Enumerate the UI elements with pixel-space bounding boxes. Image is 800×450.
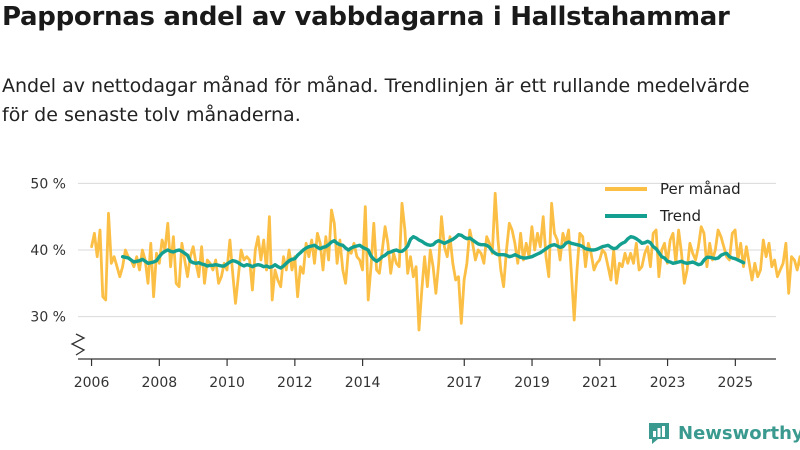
x-tick-label: 2010 xyxy=(209,375,245,391)
brand-logo: Newsworthy xyxy=(646,420,800,446)
x-tick-label: 2008 xyxy=(142,375,178,391)
page-subtitle: Andel av nettodagar månad för månad. Tre… xyxy=(2,75,750,126)
legend-label: Trend xyxy=(659,207,701,225)
y-tick-label: 30 % xyxy=(30,310,66,326)
x-tick-label: 2006 xyxy=(74,375,110,391)
legend-label: Per månad xyxy=(660,180,741,198)
x-tick-label: 2014 xyxy=(345,375,381,391)
series-line-trend xyxy=(120,232,746,270)
x-tick-label: 2012 xyxy=(277,375,313,391)
brand-name: Newsworthy xyxy=(678,422,800,444)
newsworthy-logo-icon xyxy=(649,423,669,444)
x-tick-label: 2023 xyxy=(650,375,686,391)
page-title: Pappornas andel av vabbdagarna i Hallsta… xyxy=(2,2,730,32)
x-tick-label: 2021 xyxy=(582,375,618,391)
y-tick-label: 40 % xyxy=(30,243,66,259)
y-tick-label: 50 % xyxy=(30,176,66,192)
x-tick-label: 2025 xyxy=(718,375,754,391)
axis-break-icon xyxy=(70,333,86,356)
x-tick-label: 2019 xyxy=(514,375,550,391)
x-tick-label: 2017 xyxy=(446,375,482,391)
